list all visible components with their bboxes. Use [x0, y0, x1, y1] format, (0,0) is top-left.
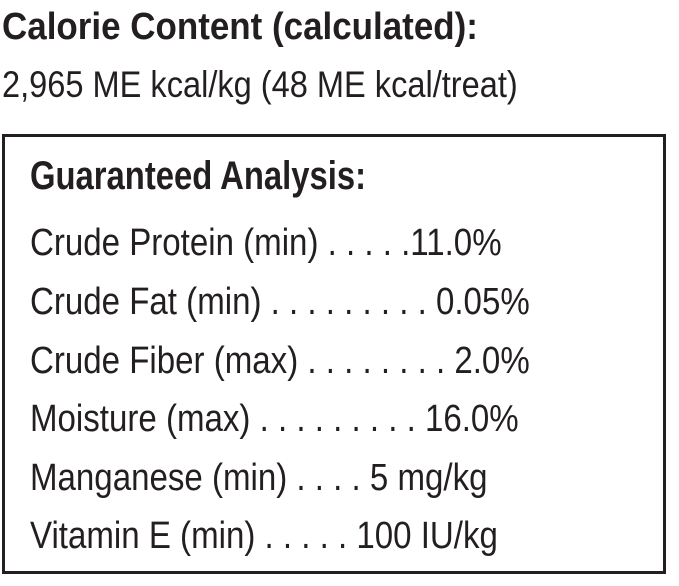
analysis-row-vitamin-e: Vitamin E (min) . . . . . 100 IU/kg	[30, 515, 498, 557]
analysis-row-manganese: Manganese (min) . . . . 5 mg/kg	[30, 457, 488, 499]
calorie-heading: Calorie Content (calculated):	[2, 6, 478, 48]
analysis-row-crude-fiber: Crude Fiber (max) . . . . . . . . 2.0%	[30, 340, 530, 382]
analysis-row-moisture: Moisture (max) . . . . . . . . . 16.0%	[30, 398, 519, 440]
guaranteed-analysis-box	[2, 134, 666, 574]
analysis-row-crude-fat: Crude Fat (min) . . . . . . . . . 0.05%	[30, 281, 530, 323]
calorie-value: 2,965 ME kcal/kg (48 ME kcal/treat)	[2, 64, 518, 105]
analysis-row-crude-protein: Crude Protein (min) . . . . .11.0%	[30, 222, 502, 264]
guaranteed-analysis-heading: Guaranteed Analysis:	[30, 154, 367, 198]
